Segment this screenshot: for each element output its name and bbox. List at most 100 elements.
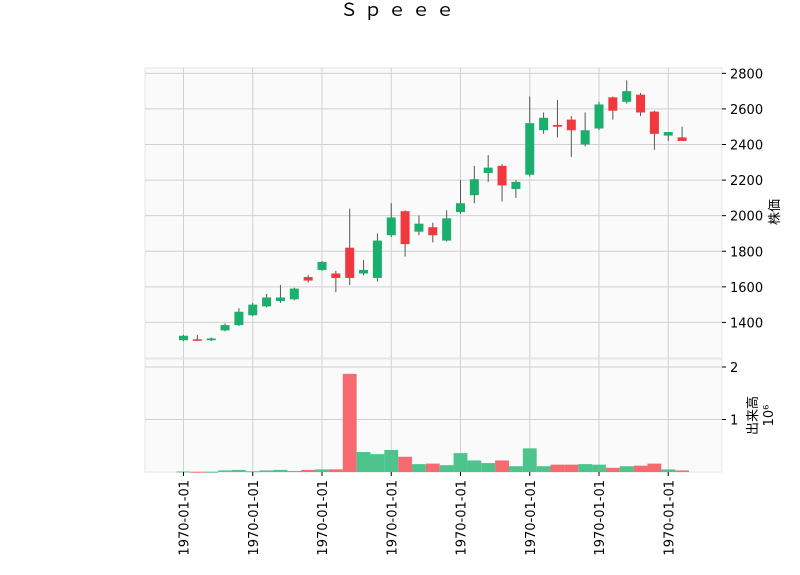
price-tick-label: 1600	[730, 281, 763, 296]
price-tick-label: 2000	[730, 210, 763, 225]
candle-body-down	[649, 111, 659, 134]
price-tick-label: 1800	[730, 245, 763, 260]
price-tick-label: 2400	[730, 139, 763, 154]
volume-y-label: 出来高	[745, 396, 761, 435]
volume-bar-up	[536, 466, 551, 472]
volume-bar-down	[564, 464, 579, 472]
volume-bar-up	[218, 470, 232, 472]
candle-body-up	[179, 335, 188, 341]
x-ticks: 1970-01-01 1970-01-01 1970-01-01 1970-01-01…	[178, 472, 677, 556]
candle-body-up	[372, 240, 382, 278]
candle-body-up	[580, 130, 590, 145]
candle-body-down	[331, 273, 341, 278]
volume-bar-up	[619, 466, 634, 472]
volume-bar-up	[467, 460, 482, 472]
candle-body-up	[483, 167, 493, 173]
candle-body-down	[552, 124, 562, 127]
volume-bar-down	[550, 464, 565, 472]
volume-bar-up	[439, 465, 454, 472]
volume-bar-down	[425, 463, 440, 472]
price-plot-background	[144, 67, 723, 359]
volume-bar-down	[675, 470, 690, 472]
volume-bar-down	[398, 456, 413, 472]
candle-body-down	[497, 165, 507, 186]
volume-bar-up	[259, 470, 274, 472]
x-tick-label: 1970-01-01	[662, 480, 677, 556]
volume-tick-label: 1	[730, 414, 738, 429]
candle-body-up	[511, 181, 521, 189]
volume-bar-down	[190, 471, 205, 473]
price-y-label: 株価	[768, 199, 783, 225]
candle-body-up	[359, 269, 369, 274]
volume-bar-down	[328, 469, 343, 472]
volume-bar-up	[481, 463, 496, 472]
x-tick-label: 1970-01-01	[385, 480, 400, 556]
x-tick-label: 1970-01-01	[247, 480, 262, 556]
volume-bar-up	[231, 469, 246, 472]
volume-panel: 12 出来高 10⁶	[144, 358, 777, 473]
candle-body-down	[345, 247, 355, 278]
volume-bar-up	[578, 464, 593, 472]
volume-bar-up	[370, 454, 385, 472]
price-tick-label: 2600	[730, 103, 763, 118]
candle-body-down	[400, 211, 410, 245]
candle-body-up	[248, 304, 258, 316]
candle-body-up	[220, 325, 230, 331]
candle-body-up	[206, 338, 216, 341]
volume-bar-down	[605, 467, 620, 472]
volume-bar-up	[176, 471, 191, 473]
candle-body-up	[469, 179, 479, 196]
candle-body-down	[428, 227, 438, 236]
candle-body-up	[234, 311, 244, 326]
volume-bar-up	[287, 470, 302, 472]
volume-y-ticks: 12	[722, 361, 738, 429]
chart-title: Ｓｐｅｅｅ	[340, 0, 460, 21]
price-tick-label: 2800	[730, 67, 763, 82]
candle-body-up	[594, 104, 604, 129]
candle-body-up	[289, 288, 299, 300]
candle-body-up	[456, 203, 465, 213]
candle-body-up	[442, 218, 452, 241]
volume-bar-up	[412, 464, 426, 472]
volume-bar-up	[453, 453, 468, 472]
x-tick-label: 1970-01-01	[316, 480, 331, 556]
volume-bar-up	[508, 466, 523, 472]
candle-body-down	[303, 277, 313, 281]
volume-bar-up	[661, 469, 676, 472]
x-tick-label: 1970-01-01	[524, 480, 539, 556]
volume-bar-down	[633, 465, 648, 472]
candle-body-down	[608, 97, 618, 111]
volume-plot-background	[144, 358, 723, 473]
x-tick-label: 1970-01-01	[593, 480, 608, 556]
candle-body-up	[622, 91, 632, 102]
price-tick-label: 1400	[730, 316, 763, 331]
candle-body-up	[275, 297, 285, 302]
x-tick-label: 1970-01-01	[178, 480, 193, 556]
volume-tick-label: 2	[730, 361, 738, 376]
candle-body-down	[566, 119, 576, 131]
candle-body-up	[525, 123, 535, 175]
volume-bar-up	[204, 471, 219, 473]
volume-bars	[176, 373, 690, 473]
volume-bar-down	[647, 463, 662, 472]
candle-body-up	[262, 297, 272, 307]
volume-scale-label: 10⁶	[762, 405, 777, 427]
price-tick-label: 2200	[730, 174, 763, 189]
candle-body-up	[663, 132, 673, 136]
candle-body-down	[636, 94, 646, 113]
price-panel: 1400 1600 1800 2000 2200 2400 2600 2800 株価	[144, 67, 783, 359]
price-y-ticks: 1400 1600 1800 2000 2200 2400 2600 2800	[722, 67, 763, 331]
volume-bar-up	[315, 469, 329, 472]
candle-body-down	[192, 339, 202, 341]
volume-bar-down	[495, 460, 509, 472]
volume-bar-up	[356, 452, 371, 472]
volume-bar-up	[522, 448, 537, 472]
price-candles	[179, 80, 687, 342]
candle-body-up	[539, 117, 549, 131]
volume-bar-down	[342, 373, 357, 472]
volume-bar-down	[301, 469, 316, 472]
volume-bar-up	[273, 469, 288, 472]
candle-body-up	[317, 261, 327, 270]
candle-body-up	[386, 217, 396, 236]
